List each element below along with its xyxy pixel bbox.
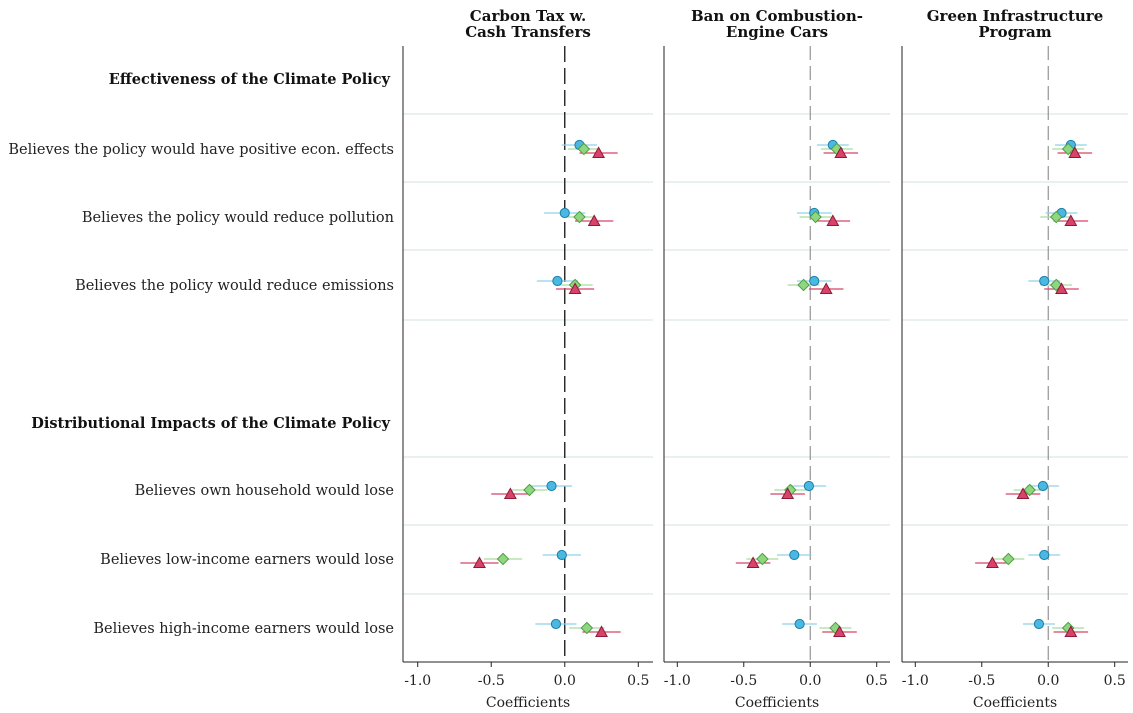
- x-tick-label: -0.5: [478, 673, 505, 689]
- point-circle: [550, 618, 562, 630]
- point-diamond: [1061, 142, 1075, 156]
- point-circle: [556, 549, 567, 561]
- panel: Carbon Tax w.Cash Transfers -1.0 -0.5 0.0 0.…: [402, 7, 653, 711]
- row-label: Believes low-income earners would lose: [100, 552, 394, 568]
- point-diamond: [580, 621, 594, 635]
- panel-title: Program: [978, 23, 1051, 41]
- panel-title: Green Infrastructure: [927, 7, 1104, 25]
- point-triangle: [1016, 487, 1030, 499]
- point-diamond: [523, 483, 536, 497]
- x-axis-title: Coefficients: [735, 695, 819, 711]
- x-axis-title: Coefficients: [486, 695, 570, 711]
- x-tick-label: -1.0: [404, 673, 431, 689]
- point-triangle: [1055, 282, 1068, 294]
- point-triangle: [819, 282, 833, 294]
- point-diamond: [496, 552, 510, 566]
- row-label: Believes the policy would reduce emissio…: [75, 278, 394, 294]
- point-triangle: [746, 556, 760, 568]
- group-label: Distributional Impacts of the Climate Po…: [31, 415, 390, 432]
- point-diamond: [809, 210, 822, 224]
- point-triangle: [503, 487, 517, 499]
- x-tick-label: 0.0: [1037, 673, 1059, 689]
- point-triangle: [985, 556, 999, 568]
- point-circle: [803, 480, 815, 492]
- group-label: Effectiveness of the Climate Policy: [109, 71, 391, 88]
- point-circle: [1039, 275, 1050, 287]
- row-label: Believes the policy would have positive …: [8, 142, 394, 158]
- panel-title: Ban on Combustion-: [691, 7, 863, 25]
- point-diamond: [756, 552, 769, 566]
- x-tick-label: -1.0: [902, 673, 929, 689]
- point-triangle: [1064, 214, 1078, 226]
- x-tick-label: -0.5: [968, 673, 995, 689]
- point-triangle: [833, 625, 846, 637]
- point-circle: [809, 275, 820, 287]
- point-circle: [559, 207, 570, 219]
- point-diamond: [797, 278, 810, 292]
- point-triangle: [568, 282, 582, 294]
- x-tick-label: 0.5: [1104, 673, 1126, 689]
- panel-title: Cash Transfers: [465, 23, 591, 41]
- point-circle: [794, 618, 805, 630]
- x-tick-label: -1.0: [664, 673, 691, 689]
- panels: Carbon Tax w.Cash Transfers -1.0 -0.5 0.0 0.…: [402, 7, 1128, 711]
- row-labels: Effectiveness of the Climate Policy Distr…: [8, 71, 394, 637]
- point-triangle: [595, 625, 608, 637]
- point-circle: [789, 549, 800, 561]
- panel-title: Carbon Tax w.: [470, 7, 586, 25]
- point-triangle: [592, 146, 606, 158]
- point-triangle: [1068, 146, 1082, 158]
- point-circle: [1033, 618, 1045, 630]
- x-tick-label: 0.5: [627, 673, 649, 689]
- point-triangle: [473, 556, 486, 568]
- row-label: Believes own household would lose: [135, 483, 394, 499]
- x-tick-label: 0.5: [866, 673, 888, 689]
- panel: Ban on Combustion-Engine Cars -1.0 -0.5 0.0…: [663, 7, 890, 711]
- point-diamond: [1002, 552, 1015, 566]
- point-triangle: [1064, 625, 1078, 637]
- point-circle: [1039, 549, 1050, 561]
- row-label: Believes high-income earners would lose: [93, 621, 394, 637]
- x-tick-label: -0.5: [730, 673, 757, 689]
- point-triangle: [826, 214, 840, 226]
- point-circle: [1037, 480, 1049, 492]
- x-tick-label: 0.0: [799, 673, 821, 689]
- point-diamond: [573, 210, 586, 224]
- row-label: Believes the policy would reduce polluti…: [82, 210, 394, 226]
- x-tick-label: 0.0: [554, 673, 576, 689]
- panel-title: Engine Cars: [726, 23, 828, 41]
- point-diamond: [1049, 210, 1063, 224]
- point-circle: [546, 480, 557, 492]
- x-axis-title: Coefficients: [973, 695, 1057, 711]
- point-circle: [552, 275, 563, 287]
- point-triangle: [834, 146, 848, 158]
- point-diamond: [577, 142, 591, 156]
- point-triangle: [587, 214, 601, 226]
- point-diamond: [1023, 483, 1036, 497]
- point-triangle: [781, 487, 795, 499]
